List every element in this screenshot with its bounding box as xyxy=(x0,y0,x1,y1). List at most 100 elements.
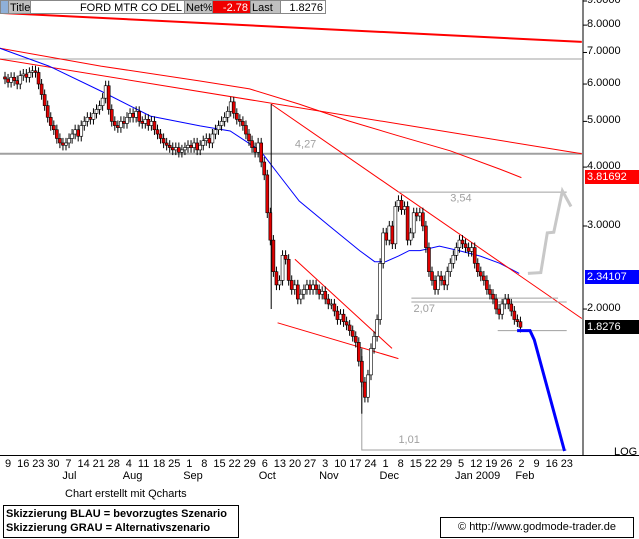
candle-body xyxy=(512,310,517,320)
x-tick-label: 26 xyxy=(500,458,513,470)
candle-body xyxy=(131,113,135,118)
last-value: 1.8276 xyxy=(280,0,326,14)
candle-body xyxy=(375,319,379,337)
candle-body xyxy=(58,138,62,144)
candle-body xyxy=(332,303,337,312)
candle-body xyxy=(289,280,294,290)
annotation-label: 3,54 xyxy=(450,193,471,205)
candle-body xyxy=(195,142,199,151)
candle-body xyxy=(231,101,236,114)
candle-body xyxy=(177,147,181,153)
candle-body xyxy=(500,303,504,315)
y-tick-label: 3.0000 xyxy=(587,218,621,231)
x-tick-label: 6 xyxy=(261,458,268,470)
trend-red-long-line xyxy=(0,58,582,155)
candle-body xyxy=(427,247,431,272)
candle-body xyxy=(79,125,84,137)
candle-body xyxy=(295,284,300,300)
x-tick-label: 15 xyxy=(409,458,422,470)
price-badge: 3.81692 xyxy=(585,169,639,184)
candle-body xyxy=(497,308,501,315)
candle-body xyxy=(439,275,443,281)
candle-body xyxy=(15,80,19,85)
candle-body xyxy=(116,125,120,128)
candle-body xyxy=(414,212,419,217)
x-tick-label: 16 xyxy=(17,458,30,470)
channel-lower-line xyxy=(277,322,399,360)
candle-body xyxy=(317,289,321,295)
candle-body xyxy=(21,73,26,76)
x-tick-label: 22 xyxy=(228,458,241,470)
candle-body xyxy=(475,263,480,272)
candle-body xyxy=(323,291,328,300)
candle-body xyxy=(335,310,340,320)
candle-body xyxy=(405,206,410,241)
candle-body xyxy=(417,212,422,217)
annotation-label: 1,01 xyxy=(398,434,419,446)
candle-body xyxy=(103,85,108,99)
candle-body xyxy=(155,129,160,135)
copyright-link[interactable]: © http://www.godmode-trader.de xyxy=(440,517,634,538)
candle-body xyxy=(472,247,477,264)
candle-body xyxy=(482,275,486,281)
candle-body xyxy=(167,144,172,148)
candle-body xyxy=(244,125,248,135)
candle-body xyxy=(213,129,218,135)
candle-body xyxy=(128,113,132,118)
candle-body xyxy=(286,258,291,281)
candle-body xyxy=(277,280,282,286)
candle-body xyxy=(454,247,459,256)
chart-credit: Chart erstellt mit Qcharts xyxy=(65,488,187,500)
x-tick-label: 9 xyxy=(533,458,540,470)
x-tick-label: 2 xyxy=(518,458,525,470)
candle-body xyxy=(305,284,309,290)
candle-body xyxy=(262,161,267,176)
month-label: Dec xyxy=(379,470,400,482)
candle-body xyxy=(122,121,126,124)
x-tick-label: 30 xyxy=(47,458,60,470)
candle-body xyxy=(39,83,44,95)
candle-body xyxy=(268,212,273,241)
candle-body xyxy=(506,298,511,305)
candle-body xyxy=(253,147,257,153)
candle-body xyxy=(174,147,178,151)
month-label: Jul xyxy=(62,470,77,482)
candle-body xyxy=(36,72,41,85)
candle-body xyxy=(445,271,450,286)
title-label: Title xyxy=(8,0,31,14)
candle-body xyxy=(106,85,111,110)
month-label: Nov xyxy=(319,470,339,482)
candle-body xyxy=(436,275,440,290)
annotation-label: 4,27 xyxy=(295,139,316,151)
candle-body xyxy=(433,280,437,290)
candle-body xyxy=(411,212,416,234)
x-tick-label: 18 xyxy=(153,458,166,470)
candle-body xyxy=(161,138,166,144)
x-tick-label: 4 xyxy=(125,458,132,470)
candle-body xyxy=(509,303,514,312)
candle-body xyxy=(292,284,297,290)
candle-body xyxy=(76,129,80,137)
candle-body xyxy=(491,293,495,300)
candle-body xyxy=(299,293,303,300)
candle-body xyxy=(42,94,47,106)
downtrend-red-line xyxy=(270,103,583,319)
candle-body xyxy=(33,70,38,73)
candle-body xyxy=(186,144,190,148)
x-tick-label: 19 xyxy=(485,458,498,470)
candle-body xyxy=(396,200,401,207)
candle-body xyxy=(30,70,35,73)
x-tick-label: 3 xyxy=(322,458,329,470)
candle-body xyxy=(125,117,129,124)
candle-body xyxy=(45,105,50,118)
x-tick-label: 20 xyxy=(288,458,302,470)
candle-body xyxy=(204,138,209,141)
candle-body xyxy=(146,119,151,126)
candle-body xyxy=(238,119,242,122)
legend-blue: Skizzierung BLAU = bevorzugtes Szenario xyxy=(6,508,227,520)
x-tick-label: 15 xyxy=(213,458,226,470)
candle-body xyxy=(228,101,233,112)
symbol-name: FORD MTR CO DEL xyxy=(30,0,185,14)
x-tick-label: 17 xyxy=(349,458,362,470)
candle-body xyxy=(265,174,270,214)
